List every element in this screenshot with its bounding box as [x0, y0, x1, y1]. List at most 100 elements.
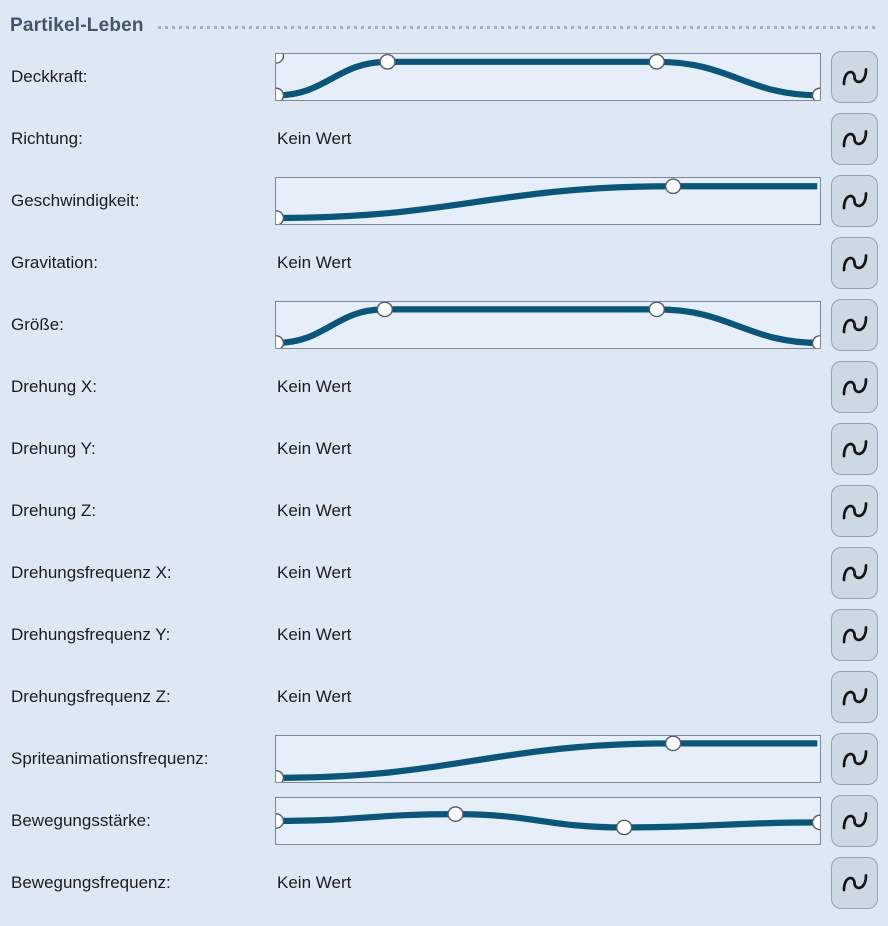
no-value-text: Kein Wert [277, 377, 352, 396]
sine-wave-icon [842, 68, 867, 86]
property-row: Drehungsfrequenz X: Kein Wert [10, 542, 878, 604]
property-label: Größe: [11, 315, 64, 334]
curve-point-handle[interactable] [811, 814, 820, 831]
property-row: Deckkraft: [10, 46, 878, 108]
sine-wave-icon [842, 192, 867, 210]
property-value: Kein Wert [275, 604, 821, 666]
curve-button[interactable] [831, 485, 878, 537]
sine-wave-icon [842, 378, 867, 396]
curve-point-handle[interactable] [664, 736, 682, 752]
property-label: Spriteanimationsfrequenz: [11, 749, 209, 768]
curve-canvas [276, 178, 818, 224]
property-value [275, 46, 821, 108]
sine-wave-icon [842, 440, 867, 458]
curve-point-handle[interactable] [276, 87, 285, 100]
property-label: Gravitation: [11, 253, 98, 272]
curve-point-handle[interactable] [648, 302, 665, 318]
curve-point-handle[interactable] [811, 87, 820, 100]
curve-button[interactable] [831, 609, 878, 661]
curve-button[interactable] [831, 423, 878, 475]
curve-point-handle[interactable] [615, 819, 633, 836]
property-value: Kein Wert [275, 666, 821, 728]
curve-editor[interactable] [275, 301, 821, 349]
property-value: Kein Wert [275, 108, 821, 170]
no-value-text: Kein Wert [277, 253, 352, 272]
property-value: Kein Wert [275, 480, 821, 542]
property-row: Drehung Y: Kein Wert [10, 418, 878, 480]
curve-point-handle[interactable] [447, 806, 464, 822]
no-value-text: Kein Wert [277, 563, 352, 582]
curve-button[interactable] [831, 237, 878, 289]
property-value: Kein Wert [275, 356, 821, 418]
curve-point-handle[interactable] [379, 54, 396, 70]
sine-wave-icon [842, 130, 867, 148]
property-row: Bewegungsstärke: [10, 790, 878, 852]
curve-editor[interactable] [275, 177, 821, 225]
curve-editor[interactable] [275, 53, 821, 101]
sine-wave-icon [842, 688, 867, 706]
curve-canvas [276, 806, 820, 836]
curve-point-handle[interactable] [376, 302, 393, 318]
property-value: Kein Wert [275, 542, 821, 604]
curve-line [276, 740, 818, 781]
curve-line [276, 306, 820, 347]
property-label: Drehung Z: [11, 501, 97, 520]
property-row: Richtung: Kein Wert [10, 108, 878, 170]
curve-point-handle[interactable] [648, 54, 665, 70]
property-label: Drehungsfrequenz Y: [11, 625, 171, 644]
property-label: Bewegungsstärke: [11, 811, 151, 830]
property-row: Drehung X: Kein Wert [10, 356, 878, 418]
curve-line [276, 58, 820, 99]
sine-wave-icon [842, 626, 867, 644]
property-row: Drehungsfrequenz Z: Kein Wert [10, 666, 878, 728]
no-value-text: Kein Wert [277, 625, 352, 644]
curve-line [276, 810, 820, 831]
panel-header: Partikel-Leben [10, 10, 877, 42]
curve-button[interactable] [831, 361, 878, 413]
curve-editor[interactable] [275, 797, 821, 845]
curve-canvas [276, 302, 820, 348]
property-value: Kein Wert [275, 852, 821, 914]
property-label: Drehung X: [11, 377, 97, 396]
sine-wave-icon [842, 254, 867, 272]
no-value-text: Kein Wert [277, 439, 352, 458]
curve-button[interactable] [831, 299, 878, 351]
curve-button[interactable] [831, 175, 878, 227]
property-value: Kein Wert [275, 232, 821, 294]
curve-point-handle[interactable] [276, 54, 285, 64]
property-row: Bewegungsfrequenz: Kein Wert [10, 852, 878, 914]
property-label: Drehung Y: [11, 439, 96, 458]
curve-canvas [276, 736, 818, 782]
dotted-divider [157, 26, 877, 29]
property-row: Drehung Z: Kein Wert [10, 480, 878, 542]
curve-point-handle[interactable] [276, 770, 285, 782]
curve-editor[interactable] [275, 735, 821, 783]
property-label: Drehungsfrequenz Z: [11, 687, 171, 706]
no-value-text: Kein Wert [277, 501, 352, 520]
curve-button[interactable] [831, 857, 878, 909]
curve-point-handle[interactable] [664, 178, 682, 195]
curve-button[interactable] [831, 113, 878, 165]
curve-point-handle[interactable] [811, 335, 820, 348]
no-value-text: Kein Wert [277, 873, 352, 892]
curve-canvas [276, 54, 820, 100]
panel-title: Partikel-Leben [10, 15, 144, 36]
property-value [275, 170, 821, 232]
curve-point-handle[interactable] [276, 210, 285, 224]
curve-button[interactable] [831, 547, 878, 599]
no-value-text: Kein Wert [277, 129, 352, 148]
property-value [275, 728, 821, 790]
property-value [275, 294, 821, 356]
property-label: Drehungsfrequenz X: [11, 563, 172, 582]
sine-wave-icon [842, 502, 867, 520]
curve-button[interactable] [831, 733, 878, 785]
property-row: Gravitation: Kein Wert [10, 232, 878, 294]
property-label: Bewegungsfrequenz: [11, 873, 171, 892]
curve-point-handle[interactable] [276, 335, 285, 348]
curve-button[interactable] [831, 51, 878, 103]
curve-point-handle[interactable] [276, 813, 285, 829]
curve-button[interactable] [831, 795, 878, 847]
property-row: Größe: [10, 294, 878, 356]
curve-button[interactable] [831, 671, 878, 723]
